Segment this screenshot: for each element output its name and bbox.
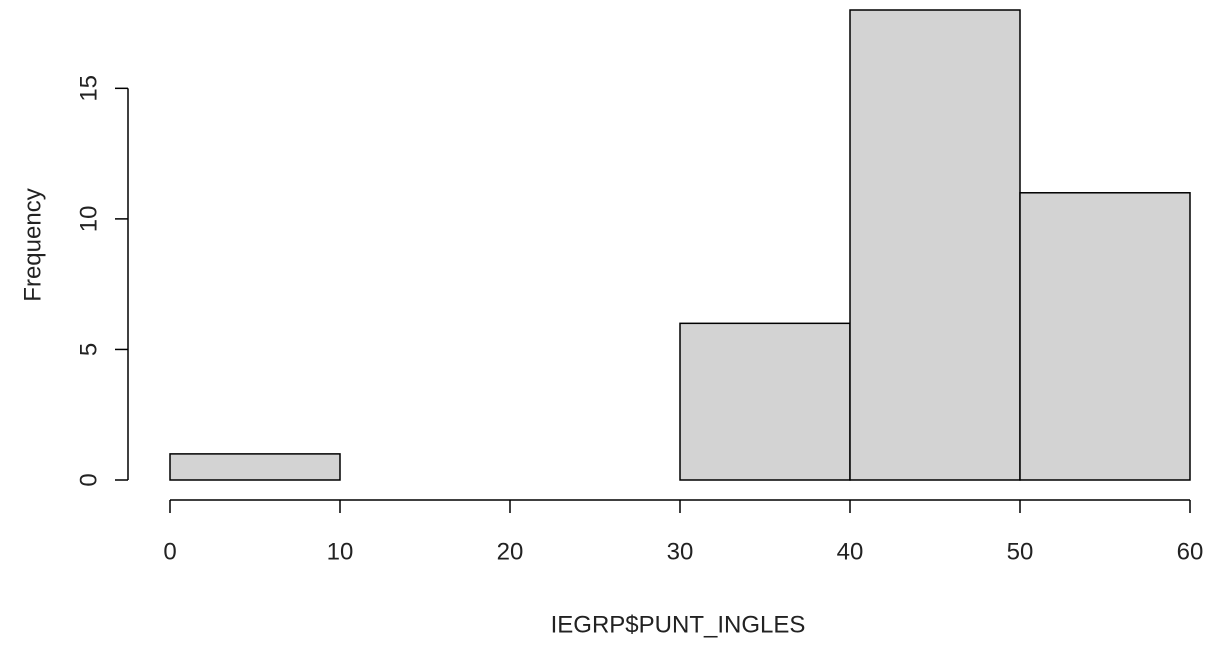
x-tick-label: 10 — [327, 538, 354, 565]
y-axis-label: Frequency — [19, 188, 46, 301]
y-tick-label: 5 — [75, 343, 102, 356]
y-tick-label: 10 — [75, 206, 102, 233]
bar — [169, 453, 341, 481]
x-tick-label: 60 — [1177, 538, 1204, 565]
bar — [849, 9, 1021, 481]
y-tick-label: 15 — [75, 75, 102, 102]
x-tick-label: 30 — [667, 538, 694, 565]
y-tick-label: 0 — [75, 473, 102, 486]
bar — [679, 322, 851, 481]
x-tick-label: 40 — [837, 538, 864, 565]
bar — [1019, 192, 1191, 481]
x-tick-label: 0 — [163, 538, 176, 565]
x-axis-label: IEGRP$PUNT_INGLES — [551, 611, 806, 638]
x-tick-label: 20 — [497, 538, 524, 565]
x-tick-label: 50 — [1007, 538, 1034, 565]
